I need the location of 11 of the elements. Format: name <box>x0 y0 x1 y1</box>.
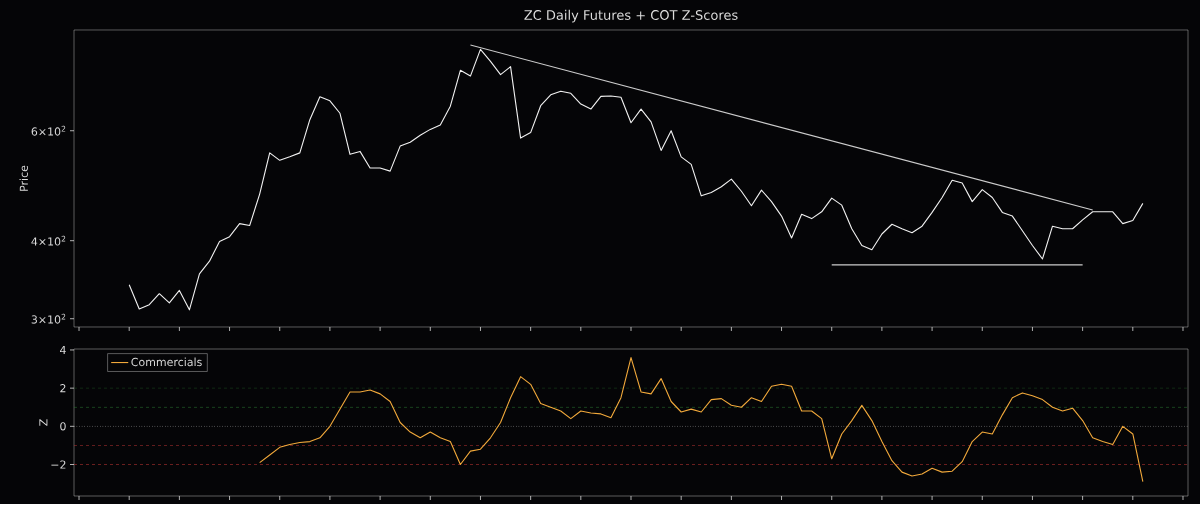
y-tick-label: 3×10$^{2}$ <box>31 313 66 324</box>
y-tick-label: 2 <box>60 384 66 393</box>
y-tick-label: 0 <box>60 422 66 431</box>
y-tick-label: 6×10$^{2}$ <box>31 125 66 136</box>
y-axis-title: Z <box>39 419 48 426</box>
y-tick-label: 4×10$^{2}$ <box>31 235 66 246</box>
legend-label: Commercials <box>131 357 202 367</box>
y-tick-label: −2 <box>51 460 66 469</box>
y-axis-title: Price <box>19 165 28 191</box>
chart-title: ZC Daily Futures + COT Z-Scores <box>524 9 738 23</box>
y-tick-label: 4 <box>60 346 66 355</box>
